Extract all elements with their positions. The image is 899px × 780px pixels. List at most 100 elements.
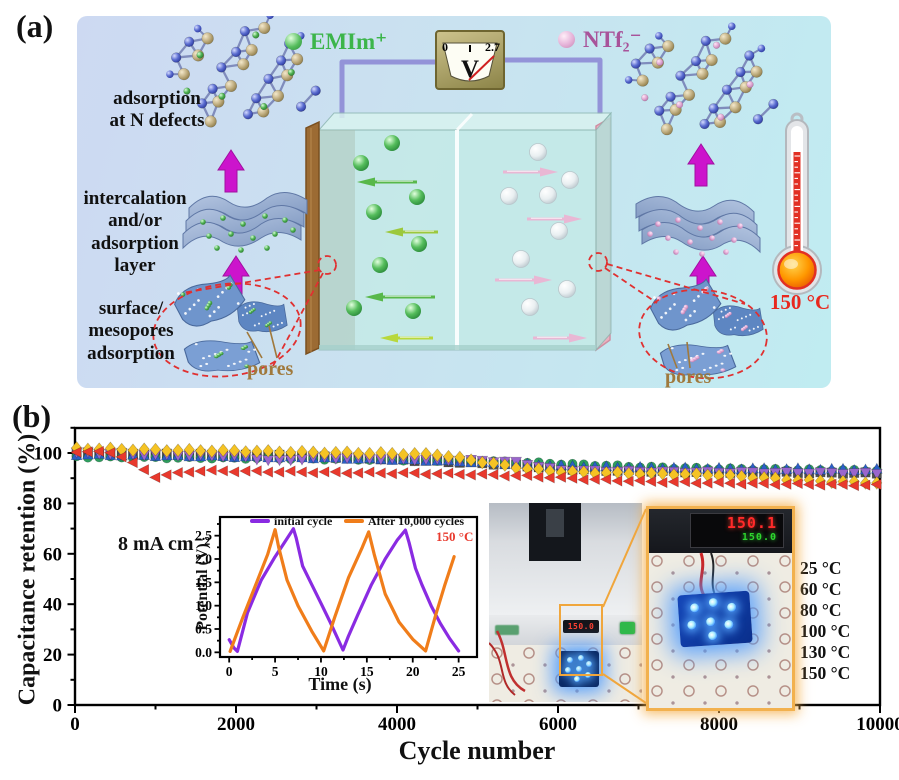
brand-logo	[495, 625, 519, 635]
inset-temperature-label: 150 °C	[436, 529, 474, 544]
chart-legend: 25 °C 60 °C 80 °C 100 °C 130 °C 150 °C	[777, 557, 851, 683]
photo-zoomed-led: 150.1 150.0	[646, 506, 795, 711]
svg-text:0: 0	[226, 664, 233, 679]
molecule-left-carbon-nitride	[166, 16, 321, 128]
svg-text:15: 15	[360, 664, 374, 679]
svg-text:0: 0	[70, 714, 80, 735]
led-board	[559, 651, 599, 687]
svg-text:8000: 8000	[700, 714, 738, 735]
svg-text:20: 20	[406, 664, 420, 679]
electrode-left	[305, 120, 320, 356]
inset-y-axis-label: Potential (V)	[194, 543, 211, 631]
flakes-left	[170, 272, 291, 375]
svg-text:2.5: 2.5	[195, 528, 212, 543]
svg-text:1.0: 1.0	[195, 598, 212, 613]
thermometer-icon	[772, 112, 822, 295]
cation-spheres	[346, 135, 427, 319]
inset-legend-line-after	[344, 519, 364, 523]
svg-text:60: 60	[43, 544, 62, 565]
voltmeter-max: 2.7	[485, 40, 500, 54]
voltmeter-unit: V	[460, 56, 480, 83]
anion-spheres	[500, 143, 579, 316]
pores-label-left: pores	[247, 358, 294, 380]
highlight-box	[559, 604, 603, 676]
cation-label: EMIm⁺	[310, 29, 388, 54]
temp-display-top: 150.1	[726, 514, 777, 532]
y-axis-label: Capacitance retention (%)	[14, 433, 41, 706]
axis-ticks	[67, 426, 881, 713]
legend-label: 80 °C	[800, 599, 842, 620]
voltmeter: 0 2.7 V	[435, 30, 505, 90]
series-150°C	[70, 445, 882, 492]
cation-sphere-icon	[285, 33, 302, 50]
schematic-drawing	[152, 16, 822, 380]
annotation-intercalation: intercalation and/or adsorption layer	[83, 188, 187, 277]
inset-legend-initial: initial cycle	[274, 514, 333, 528]
anion-drift-arrows	[495, 167, 587, 343]
thermometer-scale	[794, 155, 800, 247]
inset-legend-line-initial	[250, 519, 270, 523]
svg-text:80: 80	[43, 494, 62, 515]
voltmeter-needle	[468, 55, 495, 81]
x-axis-label: Cycle number	[398, 736, 556, 765]
legend-label: 130 °C	[800, 641, 851, 662]
electrode-inner-film	[319, 130, 355, 350]
svg-text:0: 0	[53, 696, 63, 717]
anion-label: NTf₂⁻	[583, 27, 642, 52]
pores-label-right: pores	[665, 366, 712, 388]
oven-opening	[529, 503, 581, 561]
voltmeter-face	[442, 42, 498, 82]
inset-x-axis-label: Time (s)	[308, 674, 372, 694]
annotation-surface: surface/ mesopores adsorption	[87, 298, 175, 364]
svg-text:1.5: 1.5	[195, 575, 212, 590]
svg-text:10: 10	[314, 664, 328, 679]
photo-oven-experiment: 150.0	[489, 503, 642, 702]
nanosheets-left	[182, 191, 308, 253]
oven-body	[489, 503, 642, 617]
cation-drift-arrows	[357, 177, 438, 343]
photo-connector-lines	[602, 508, 647, 704]
inset-legend-after: After 10,000 cycles	[368, 514, 465, 528]
oven-control-panel: 150.0	[489, 615, 642, 645]
panel-a-schematic: EMIm⁺ NTf₂⁻ 0 2.7 V adsorption at N defe…	[77, 16, 831, 388]
series-130°C	[71, 441, 883, 490]
svg-text:100: 100	[34, 444, 63, 465]
svg-text:4000: 4000	[378, 714, 416, 735]
svg-text:25: 25	[452, 664, 466, 679]
panel-b-label: (b)	[12, 398, 52, 434]
oven-display: 150.0	[563, 620, 599, 633]
cell-right-face	[595, 111, 612, 352]
anion-legend: NTf₂⁻	[558, 26, 642, 53]
inset-ticks	[214, 523, 460, 663]
power-button	[620, 622, 635, 634]
annotation-adsorption: adsorption at N defects	[109, 88, 205, 132]
legend-label: 25 °C	[800, 557, 842, 578]
gcd-inset-chart: 0 5 10 15 20 25 0.0 0.5 1.0 1.5 2.0 2.5	[195, 515, 479, 679]
pcb-board	[677, 590, 753, 648]
svg-text:5: 5	[272, 664, 279, 679]
anion-sphere-icon	[558, 31, 575, 48]
svg-text:0.5: 0.5	[195, 622, 212, 637]
pores-pointer-lines	[246, 325, 691, 369]
svg-text:10000: 10000	[856, 714, 899, 735]
legend-label: 150 °C	[800, 662, 851, 683]
cell-separator	[455, 130, 459, 350]
legend-label: 60 °C	[800, 578, 842, 599]
svg-text:40: 40	[43, 595, 62, 616]
svg-text:6000: 6000	[539, 714, 577, 735]
inset-curve	[228, 528, 456, 653]
svg-text:2000: 2000	[217, 714, 255, 735]
cation-legend: EMIm⁺	[285, 28, 387, 55]
inset-curve	[227, 527, 461, 653]
red-wires	[489, 630, 526, 696]
temp-display-bottom: 150.0	[741, 532, 777, 543]
voltmeter-min: 0	[442, 40, 448, 54]
inset-tick-labels: 0 5 10 15 20 25 0.0 0.5 1.0 1.5 2.0 2.5	[195, 528, 466, 679]
temp-controller: 150.1 150.0	[649, 509, 792, 553]
temp-display: 150.1 150.0	[690, 513, 784, 548]
nanosheets-right	[635, 195, 761, 257]
svg-text:2.0: 2.0	[195, 552, 212, 567]
